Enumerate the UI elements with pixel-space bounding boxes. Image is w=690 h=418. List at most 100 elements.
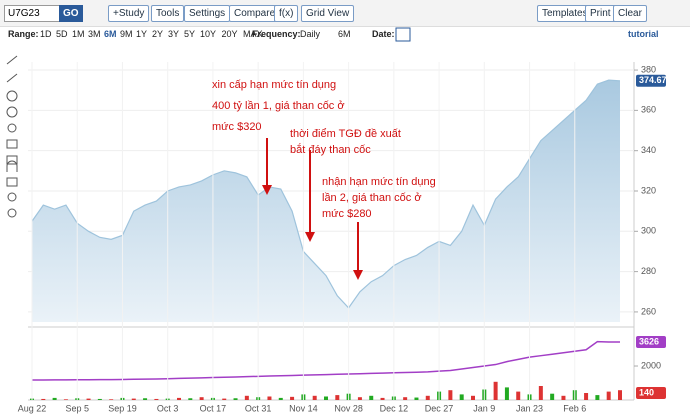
x-tick-label: Aug 22	[18, 403, 47, 413]
area-line	[31, 79, 621, 309]
volume-bar	[493, 381, 498, 400]
volume-bar	[278, 397, 283, 400]
annotation-text: lần 2, giá than cốc ở	[322, 192, 422, 204]
volume-bar	[290, 396, 295, 400]
date-label[interactable]: Date:	[372, 29, 395, 39]
volume-bar	[233, 398, 238, 400]
frequency-label[interactable]: Frequency:	[252, 29, 301, 39]
range-button[interactable]: 9M	[120, 29, 133, 39]
toolbar-button[interactable]: Grid View	[301, 5, 355, 22]
range-button[interactable]: 5Y	[184, 29, 196, 39]
annotation-arrowhead	[262, 185, 272, 195]
go-button[interactable]: GO	[59, 5, 83, 22]
volume-bar	[131, 398, 136, 400]
last-value-label: 374.67	[639, 75, 667, 85]
volume-bar	[357, 397, 362, 400]
volume-bar	[584, 393, 589, 400]
toolbar-button[interactable]: +Study	[108, 5, 150, 22]
toolbar: U7G23 GO +Study Tools Settings Compare f(x) G…	[0, 0, 690, 27]
range-button[interactable]: 2Y	[152, 29, 164, 39]
annotation-text: nhận hạn mức tín dụng	[322, 176, 436, 188]
range-button[interactable]: 20Y	[221, 29, 238, 39]
y-tick-label: 360	[641, 105, 656, 115]
range-button[interactable]: 1M	[72, 29, 85, 39]
volume-bar	[459, 394, 464, 400]
last-value-label: 3626	[639, 336, 659, 346]
last-value-box	[636, 387, 666, 399]
x-tick-label: Jan 23	[516, 403, 543, 413]
volume-bar	[425, 395, 430, 400]
volume-bar	[267, 396, 272, 400]
volume-bar	[369, 395, 374, 400]
volume-bar	[414, 397, 419, 400]
y-tick-label: 300	[641, 226, 656, 236]
volume-bar	[448, 390, 453, 400]
y-tick-label: 280	[641, 266, 656, 276]
volume-bar	[177, 397, 181, 400]
volume-bar	[403, 397, 408, 400]
volume-bar	[618, 390, 622, 400]
toolbar-button[interactable]: Print	[585, 5, 616, 22]
volume-bar	[41, 398, 46, 400]
x-tick-label: Dec 27	[425, 403, 454, 413]
annotation-text: thời điểm TGĐ đề xuất	[290, 128, 401, 140]
x-tick-label: Oct 31	[245, 403, 272, 413]
volume-bar	[154, 398, 159, 400]
drawing-tools	[6, 55, 18, 218]
x-tick-label: Sep 19	[108, 403, 137, 413]
toolbar-button[interactable]: Clear	[613, 5, 647, 22]
volume-bar	[86, 398, 91, 400]
range-button[interactable]: 5D	[56, 29, 68, 39]
x-tick-label: Jan 9	[473, 403, 495, 413]
volume-bar	[561, 395, 566, 400]
range-button[interactable]: 1D	[40, 29, 52, 39]
x-tick-label: Oct 17	[200, 403, 227, 413]
line	[32, 340, 620, 381]
volume-bar	[471, 395, 475, 400]
volume-bar	[97, 398, 102, 400]
toolbar-button[interactable]: Compare	[229, 5, 281, 22]
volume-bar	[52, 397, 57, 400]
range-bar: Range: Frequency: Daily 6M Date: tutoria…	[0, 26, 690, 44]
last-value-box	[636, 336, 666, 349]
volume-bar	[188, 398, 193, 400]
x-tick-label: Sep 5	[65, 403, 89, 413]
volume-bar	[109, 399, 114, 400]
y-tick-label: 2000	[641, 360, 661, 370]
annotation-text: 400 tỷ lần 1, giá than cốc ở	[212, 100, 345, 112]
toolbar-button[interactable]: f(x)	[274, 5, 299, 22]
x-tick-label: Nov 14	[289, 403, 318, 413]
frequency[interactable]: Daily	[300, 29, 321, 39]
range-label: Range:	[8, 29, 39, 39]
volume-bar	[538, 386, 543, 400]
annotation-text: bắt đáy than cốc	[290, 143, 371, 156]
y-tick-label: 260	[641, 306, 656, 316]
volume-bar	[606, 391, 611, 400]
period[interactable]: 6M	[338, 29, 351, 39]
volume-bar	[550, 393, 555, 400]
volume-bar	[312, 395, 317, 400]
x-tick-label: Nov 28	[334, 403, 363, 413]
range-button[interactable]: 3Y	[168, 29, 180, 39]
range-button[interactable]: 6M	[104, 29, 117, 39]
y-tick-label: 340	[641, 145, 656, 155]
volume-bar	[143, 398, 148, 400]
volume-bar	[516, 391, 521, 400]
calendar-icon[interactable]	[395, 27, 411, 42]
last-value-label: 140	[639, 387, 654, 397]
range-button[interactable]: 10Y	[200, 29, 217, 39]
volume-bar	[63, 399, 68, 400]
range-button[interactable]: MAX	[243, 29, 263, 39]
range-button[interactable]: 3M	[88, 29, 101, 39]
volume-bar	[324, 396, 328, 400]
annotation-text: xin cấp hạn mức tín dụng	[212, 79, 336, 91]
annotation-text: mức $320	[212, 121, 262, 133]
toolbar-button[interactable]: Tools	[151, 5, 185, 22]
annotation-text: mức $280	[322, 208, 372, 220]
tutorial-link[interactable]: tutorial	[628, 29, 659, 39]
volume-bar	[595, 395, 600, 400]
range-button[interactable]: 1Y	[136, 29, 148, 39]
x-tick-label: Feb 6	[563, 403, 586, 413]
